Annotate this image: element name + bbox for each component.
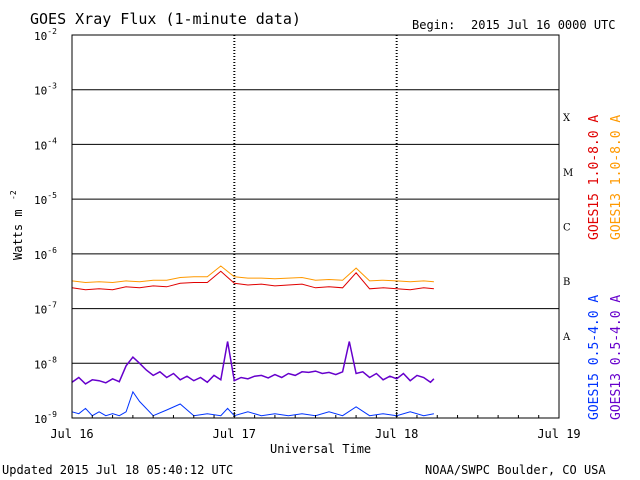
y-tick-label: 10-8 bbox=[34, 355, 57, 371]
y-axis-title: Watts m -2 bbox=[9, 190, 25, 260]
chart-title: GOES Xray Flux (1-minute data) bbox=[30, 10, 301, 28]
y-tick-label: 10-7 bbox=[34, 301, 57, 317]
series-layer bbox=[71, 265, 435, 417]
y-tick-label: 10-5 bbox=[34, 191, 57, 207]
y-tick-label: 10-9 bbox=[34, 410, 57, 426]
begin-label: Begin: bbox=[412, 18, 455, 32]
credit-label: NOAA/SWPC Boulder, CO USA bbox=[425, 463, 606, 477]
flare-class-b: B bbox=[563, 277, 570, 288]
x-tick-label: Jul 19 bbox=[537, 427, 580, 441]
series-line-3 bbox=[71, 341, 435, 385]
legend: GOES15 1.0-8.0 A GOES13 1.0-8.0 A GOES15 0… bbox=[587, 115, 624, 420]
series-line-0 bbox=[71, 270, 434, 291]
flare-class-labels: X M C B A bbox=[562, 113, 573, 343]
y-axis-label-superscript: -2 bbox=[9, 190, 18, 200]
updated-timestamp: Updated 2015 Jul 18 05:40:12 UTC bbox=[2, 463, 233, 477]
x-tick-label: Jul 16 bbox=[50, 427, 93, 441]
y-tick-label: 10-6 bbox=[34, 246, 57, 262]
legend-entry-3: GOES13 0.5-4.0 A bbox=[609, 295, 624, 420]
legend-entry-1: GOES13 1.0-8.0 A bbox=[609, 115, 624, 240]
y-tick-label: 10-2 bbox=[34, 27, 57, 43]
flare-class-c: C bbox=[563, 223, 571, 234]
begin-value: 2015 Jul 16 0000 UTC bbox=[471, 18, 616, 32]
y-axis-label: Watts m bbox=[11, 209, 25, 260]
flare-class-x: X bbox=[563, 113, 571, 124]
x-tick-label: Jul 18 bbox=[375, 427, 418, 441]
flare-class-m: M bbox=[563, 168, 573, 179]
series-line-2 bbox=[71, 390, 434, 417]
plot-frame bbox=[71, 34, 560, 419]
grid bbox=[72, 34, 559, 419]
series-line-1 bbox=[71, 265, 434, 284]
x-axis-label: Universal Time bbox=[270, 442, 371, 456]
flare-class-a: A bbox=[562, 332, 571, 343]
y-tick-label: 10-4 bbox=[34, 136, 57, 152]
y-tick-label: 10-3 bbox=[34, 82, 57, 98]
legend-entry-0: GOES15 1.0-8.0 A bbox=[587, 115, 602, 240]
legend-entry-2: GOES15 0.5-4.0 A bbox=[587, 295, 602, 420]
x-tick-label: Jul 17 bbox=[213, 427, 256, 441]
